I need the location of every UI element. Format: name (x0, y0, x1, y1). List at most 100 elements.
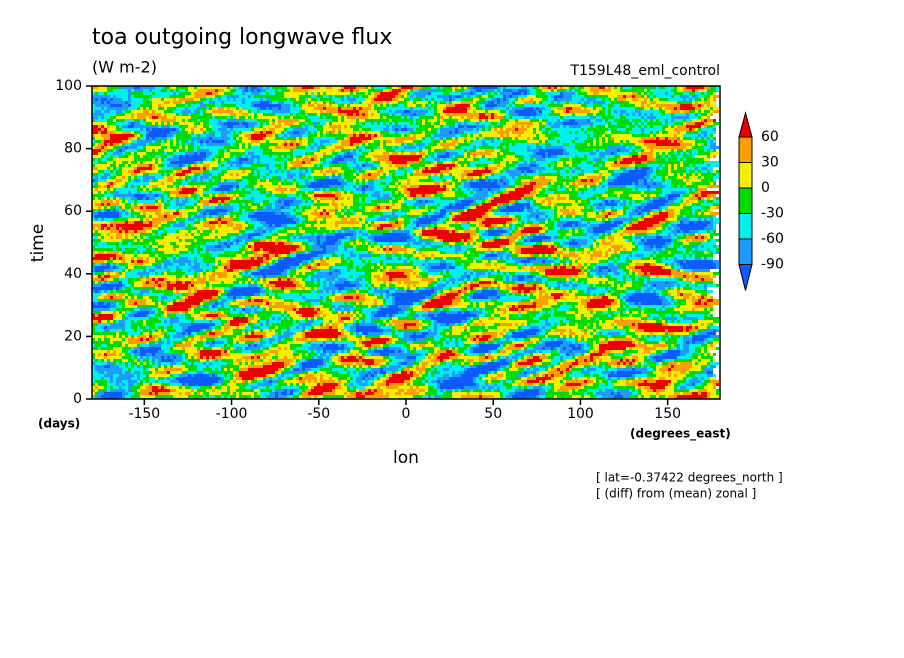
field-cell (515, 215, 521, 218)
field-cell (209, 137, 212, 140)
field-cell (188, 179, 191, 182)
field-cell (176, 116, 191, 119)
field-cell (311, 224, 314, 227)
field-cell (545, 128, 551, 131)
field-cell (407, 194, 410, 197)
field-cell (527, 161, 530, 164)
field-cell (245, 155, 248, 158)
field-cell (257, 173, 260, 176)
field-cell (650, 185, 665, 188)
field-cell (674, 134, 677, 137)
field-cell (194, 92, 206, 95)
field-cell (608, 188, 632, 191)
field-cell (161, 194, 164, 197)
field-cell (542, 119, 548, 122)
field-cell (674, 95, 680, 98)
field-cell (233, 215, 236, 218)
field-cell (203, 101, 209, 104)
field-cell (572, 224, 575, 227)
field-cell (206, 209, 227, 212)
field-cell (566, 89, 569, 92)
field-cell (410, 110, 428, 113)
field-cell (530, 224, 539, 227)
field-cell (116, 131, 122, 134)
field-cell (113, 200, 116, 203)
field-cell (677, 218, 680, 221)
field-cell (485, 224, 491, 227)
field-cell (536, 101, 539, 104)
field-cell (164, 212, 170, 215)
field-cell (413, 95, 416, 98)
field-cell (353, 131, 356, 134)
field-cell (446, 218, 449, 221)
field-cell (497, 89, 500, 92)
field-cell (452, 116, 461, 119)
field-cell (707, 230, 710, 233)
field-cell (353, 173, 356, 176)
field-cell (578, 230, 584, 233)
field-cell (101, 116, 104, 119)
field-cell (185, 101, 200, 104)
field-cell (377, 176, 380, 179)
field-cell (695, 140, 707, 143)
field-cell (485, 167, 488, 170)
field-cell (140, 131, 146, 134)
field-cell (446, 158, 452, 161)
field-cell (596, 188, 608, 191)
field-cell (326, 134, 347, 137)
field-cell (500, 176, 506, 179)
field-cell (383, 128, 389, 131)
field-cell (572, 215, 575, 218)
field-cell (134, 236, 137, 239)
field-cell (227, 116, 230, 119)
field-cell (215, 131, 221, 134)
field-cell (266, 86, 269, 89)
field-cell (113, 95, 116, 98)
field-cell (608, 158, 617, 161)
field-cell (662, 131, 668, 134)
field-cell (116, 236, 122, 239)
field-cell (344, 203, 353, 206)
field-cell (287, 233, 293, 236)
field-cell (674, 233, 677, 236)
field-cell (440, 170, 449, 173)
field-cell (383, 170, 389, 173)
field-cell (215, 236, 218, 239)
field-cell (116, 95, 128, 98)
field-cell (614, 191, 623, 194)
field-cell (257, 116, 278, 119)
field-cell (620, 104, 635, 107)
field-cell (449, 203, 452, 206)
field-cell (443, 92, 449, 95)
field-cell (488, 167, 497, 170)
field-cell (104, 155, 110, 158)
field-cell (194, 173, 200, 176)
field-cell (209, 203, 218, 206)
field-cell (515, 176, 518, 179)
field-cell (332, 176, 341, 179)
field-cell (344, 89, 350, 92)
field-cell (353, 143, 359, 146)
field-cell (326, 122, 329, 125)
field-cell (302, 197, 311, 200)
field-cell (674, 140, 677, 143)
field-cell (575, 188, 578, 191)
field-cell (422, 86, 431, 89)
field-cell (95, 137, 104, 140)
field-cell (548, 104, 563, 107)
field-cell (173, 134, 176, 137)
field-cell (347, 236, 350, 239)
field-cell (152, 185, 158, 188)
field-cell (584, 191, 605, 194)
field-cell (428, 152, 434, 155)
field-cell (710, 164, 719, 167)
field-cell (149, 128, 152, 131)
field-cell (428, 227, 434, 230)
field-cell (692, 146, 704, 149)
field-cell (143, 188, 146, 191)
field-cell (143, 89, 149, 92)
field-cell (683, 215, 686, 218)
field-cell (146, 230, 152, 233)
field-cell (431, 221, 437, 224)
field-cell (542, 113, 548, 116)
